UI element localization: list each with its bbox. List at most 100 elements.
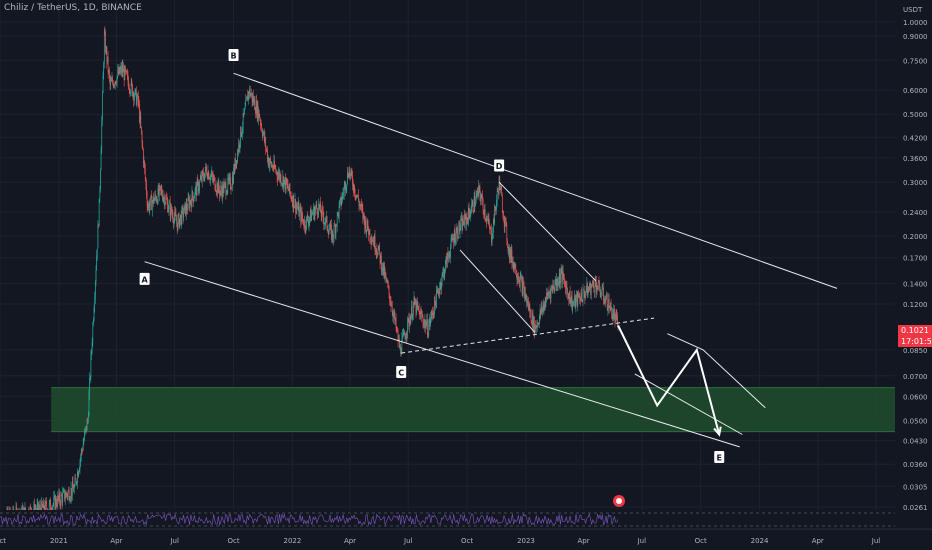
candle-body (118, 70, 119, 75)
candle-body (277, 174, 279, 180)
x-tick-label: Apr (344, 537, 356, 545)
candle-body (427, 335, 429, 337)
candle-body (326, 216, 328, 229)
candle-body (434, 297, 436, 303)
candle-body (487, 218, 488, 220)
candle-body (87, 420, 89, 422)
x-tick-label: 2023 (517, 537, 535, 545)
candle-body (500, 186, 501, 191)
candle-body (290, 194, 292, 200)
candle-body (553, 288, 555, 291)
candle-body (345, 182, 346, 191)
candle-body (373, 240, 375, 247)
candle-body (72, 482, 74, 489)
candle-body (588, 288, 590, 290)
candle-body (604, 301, 606, 305)
candle-body (395, 318, 396, 322)
candle-body (485, 218, 487, 220)
candle-body (214, 177, 216, 190)
candle-body (393, 312, 395, 314)
candle-body (120, 66, 122, 70)
candle-body (109, 76, 111, 85)
candle-body (142, 149, 144, 164)
candle-body (176, 220, 177, 223)
candle-body (390, 302, 392, 307)
candle-body (366, 220, 368, 230)
candle-body (331, 230, 333, 240)
candle-body (235, 158, 236, 168)
candle-body (477, 190, 478, 194)
candle-body (558, 273, 560, 282)
candle-body (402, 334, 404, 336)
candle-body (440, 282, 442, 289)
candle-body (445, 261, 446, 272)
candle-body (455, 239, 456, 243)
candle-body (396, 328, 398, 330)
x-tick-label: Oct (228, 537, 240, 545)
candle-body (436, 290, 438, 292)
candle-body (406, 332, 408, 337)
candle-body (259, 117, 261, 120)
candle-body (144, 161, 145, 169)
candle-body (201, 171, 203, 182)
candle-body (349, 169, 351, 177)
candle-body (404, 335, 406, 340)
wave-label-box (396, 366, 407, 379)
candle-body (517, 277, 519, 280)
candle-body (552, 285, 554, 289)
candle-body (532, 313, 534, 330)
candle-body (540, 306, 542, 314)
candle-body (54, 495, 56, 510)
candle-body (264, 137, 266, 141)
candle-body (79, 460, 81, 469)
candle-body (320, 212, 322, 217)
candle-body (603, 299, 605, 302)
candle-body (441, 282, 442, 289)
candle-body (256, 101, 257, 117)
candle-body (61, 494, 62, 497)
candle-body (477, 190, 479, 196)
candle-body (137, 93, 138, 98)
candle-body (529, 305, 531, 313)
candle-body (382, 262, 384, 271)
candle-body (156, 200, 158, 202)
candle-body (347, 171, 349, 177)
candle-body (245, 99, 247, 107)
candle-body (522, 281, 524, 294)
candle-body (134, 96, 135, 101)
candle-body (432, 312, 433, 316)
candle-body (285, 178, 287, 190)
candle-body (148, 203, 149, 208)
candle-body (75, 478, 76, 480)
candle-body (76, 482, 78, 484)
candle-body (204, 173, 206, 181)
candle-body (615, 314, 616, 323)
candle-body (524, 292, 526, 296)
candle-body (219, 191, 221, 196)
y-tick-label: 0.1400 (903, 281, 928, 289)
symbol-title[interactable]: Chiliz / TetherUS, 1D, BINANCE (4, 3, 142, 13)
candle-body (36, 505, 38, 512)
y-tick-label: 0.2400 (903, 209, 928, 217)
candle-body (247, 95, 248, 102)
candle-body (492, 232, 494, 239)
candle-body (269, 158, 271, 164)
candle-body (458, 222, 460, 238)
candle-body (68, 490, 70, 501)
candle-body (142, 142, 144, 150)
candle-body (185, 203, 187, 216)
candle-body (114, 84, 115, 86)
candle-body (308, 220, 310, 225)
trendline-wedge-support (401, 317, 655, 354)
candle-body (254, 109, 256, 113)
candle-body (348, 176, 350, 178)
candle-body (270, 161, 272, 167)
candle-body (585, 291, 587, 294)
candle-body (453, 230, 455, 243)
candle-body (424, 320, 426, 323)
candle-body (417, 306, 419, 307)
candle-body (273, 160, 275, 170)
candle-body (94, 281, 96, 298)
trendline-upper-channel (233, 72, 838, 289)
